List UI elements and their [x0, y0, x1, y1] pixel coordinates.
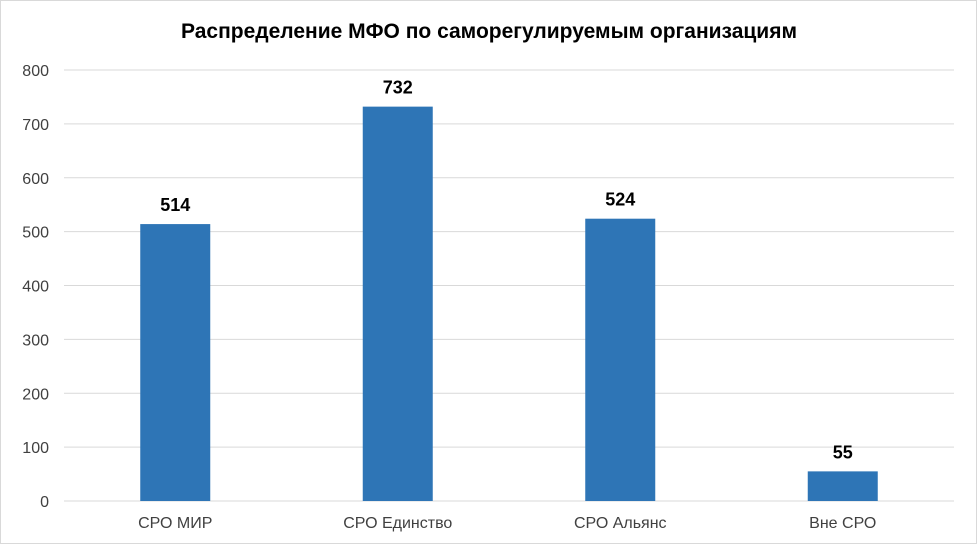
bar	[362, 106, 433, 501]
x-category-label: Вне СРО	[809, 515, 876, 532]
x-category-label: СРО Альянс	[574, 515, 667, 532]
y-axis-ticks: 0 100 200 300 400 500 600 700 800	[22, 63, 49, 511]
bars	[140, 106, 878, 501]
data-labels: 514 732 524 55	[160, 78, 853, 463]
y-tick-label: 300	[22, 332, 49, 349]
y-tick-label: 700	[22, 117, 49, 134]
y-tick-label: 400	[22, 279, 49, 296]
y-tick-label: 800	[22, 63, 49, 80]
x-category-label: СРО МИР	[138, 515, 212, 532]
bar	[807, 471, 878, 501]
bar	[140, 224, 211, 501]
y-tick-label: 500	[22, 225, 49, 242]
y-tick-label: 600	[22, 171, 49, 188]
y-tick-label: 100	[22, 440, 49, 457]
x-category-label: СРО Единство	[343, 515, 452, 532]
x-axis-categories: СРО МИР СРО Единство СРО Альянс Вне СРО	[138, 515, 876, 532]
gridlines	[64, 69, 954, 502]
bar	[585, 218, 656, 501]
y-tick-label: 200	[22, 386, 49, 403]
data-label: 524	[605, 190, 635, 210]
data-label: 514	[160, 195, 190, 215]
data-label: 732	[383, 78, 413, 98]
data-label: 55	[833, 442, 853, 462]
chart-title: Распределение МФО по саморегулируемым ор…	[181, 20, 797, 43]
y-tick-label: 0	[40, 494, 49, 511]
